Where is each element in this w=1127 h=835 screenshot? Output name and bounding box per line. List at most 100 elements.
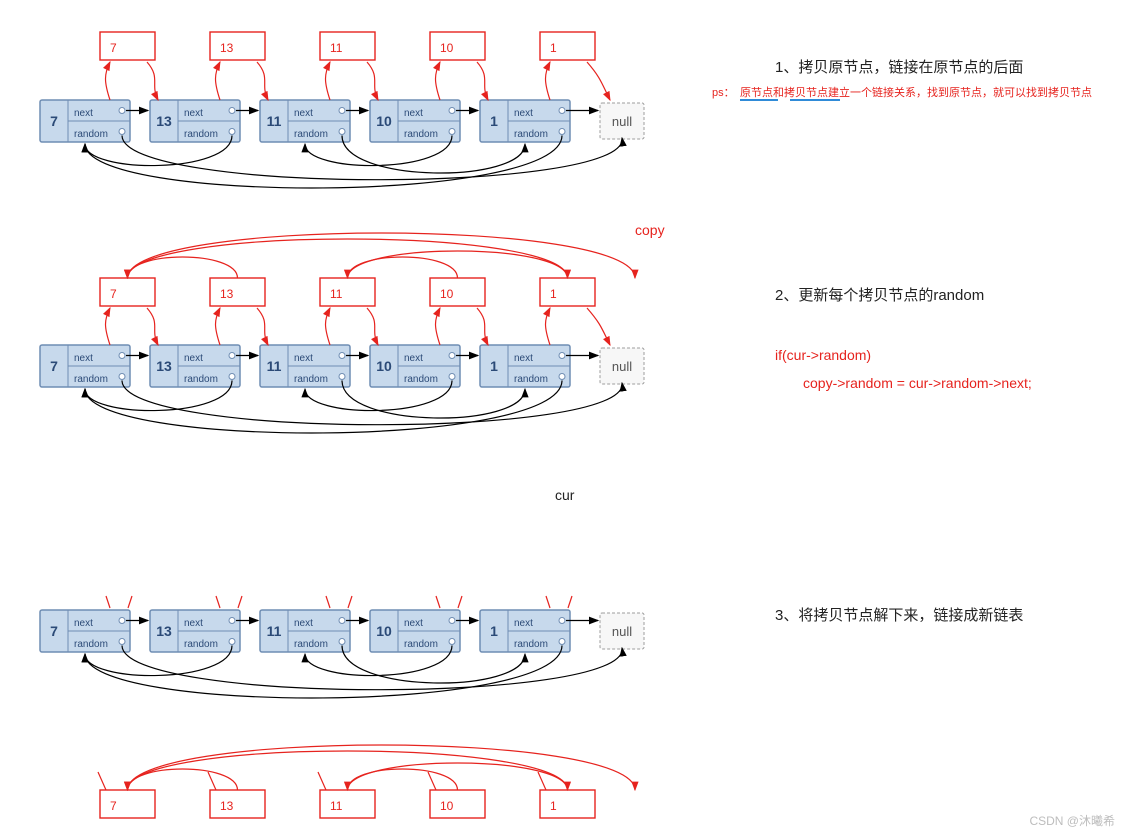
node-next-label: next <box>514 618 533 629</box>
node-random-label: random <box>514 639 548 650</box>
node-value: 1 <box>490 358 498 374</box>
null-label: null <box>612 359 632 374</box>
step1-title: 1、拷贝原节点，链接在原节点的后面 <box>775 59 1023 76</box>
step2-code-1: if(cur->random) <box>775 347 871 363</box>
node-random-label: random <box>74 639 108 650</box>
copy-node <box>320 790 375 818</box>
node-random-label: random <box>184 129 218 140</box>
node-random-label: random <box>404 639 438 650</box>
node-next-label: next <box>404 353 423 364</box>
node-value: 13 <box>156 113 172 129</box>
node-random-label: random <box>294 374 328 385</box>
node-value: 7 <box>50 358 58 374</box>
detach-tick <box>428 772 436 790</box>
copy-random-arc <box>348 769 458 790</box>
linked-list-diagram: 7 next random 13 next random 11 next random 10 nex… <box>40 345 644 433</box>
node-next-label: next <box>184 353 203 364</box>
copy-random-arc <box>348 257 458 278</box>
null-label: null <box>612 114 632 129</box>
copy-node-value: 13 <box>220 799 234 813</box>
node-value: 13 <box>156 623 172 639</box>
copy-node <box>210 32 265 60</box>
copy-node-value: 7 <box>110 287 117 301</box>
linked-list-diagram: 7 next random 13 next random 11 next random 10 nex… <box>40 610 644 698</box>
copy-random-arc <box>128 239 568 278</box>
node-next-label: next <box>74 353 93 364</box>
up-ticks <box>106 596 572 608</box>
node-next-label: next <box>514 108 533 119</box>
null-label: null <box>612 624 632 639</box>
copy-random-arc <box>348 763 568 790</box>
node-next-label: next <box>184 618 203 629</box>
node-value: 13 <box>156 358 172 374</box>
node-random-label: random <box>294 639 328 650</box>
node-next-label: next <box>404 618 423 629</box>
step3-title: 3、将拷贝节点解下来，链接成新链表 <box>775 607 1023 624</box>
node-value: 7 <box>50 623 58 639</box>
step2-code-2: copy->random = cur->random->next; <box>803 375 1032 391</box>
step2-title: 2、更新每个拷贝节点的random <box>775 287 984 304</box>
detach-tick <box>538 772 546 790</box>
node-next-label: next <box>184 108 203 119</box>
detach-tick <box>208 772 216 790</box>
node-next-label: next <box>514 353 533 364</box>
copy-node-value: 11 <box>330 41 343 55</box>
node-random-label: random <box>404 129 438 140</box>
step1-ps-prefix: ps： <box>712 87 735 99</box>
node-random-label: random <box>514 374 548 385</box>
copy-node <box>100 278 155 306</box>
node-value: 10 <box>376 113 392 129</box>
cur-label: cur <box>555 487 575 503</box>
copy-node-value: 13 <box>220 41 234 55</box>
detach-tick <box>318 772 326 790</box>
copy-node <box>430 790 485 818</box>
node-value: 10 <box>376 623 392 639</box>
copy-node-value: 10 <box>440 799 454 813</box>
copy-node-value: 11 <box>330 799 343 813</box>
node-next-label: next <box>404 108 423 119</box>
node-random-label: random <box>74 129 108 140</box>
node-value: 11 <box>267 358 282 374</box>
copy-node <box>320 278 375 306</box>
copy-node <box>430 32 485 60</box>
step1-ps: 原节点和拷贝节点建立一个链接关系，找到原节点，就可以找到拷贝节点 <box>740 85 1092 99</box>
copy-node-row: 71311101 <box>100 233 635 306</box>
copy-node-value: 10 <box>440 287 454 301</box>
node-value: 1 <box>490 623 498 639</box>
copy-node-value: 11 <box>330 287 343 301</box>
detach-tick <box>98 772 106 790</box>
copy-node-row: 7 13 11 10 1 <box>100 745 635 818</box>
copy-node-value: 7 <box>110 41 117 55</box>
copy-node-value: 1 <box>550 799 557 813</box>
node-next-label: next <box>294 618 313 629</box>
copy-node-value: 10 <box>440 41 454 55</box>
node-value: 1 <box>490 113 498 129</box>
insert-arrows <box>106 62 611 100</box>
random-arrow <box>85 381 562 433</box>
copy-node <box>540 278 595 306</box>
node-random-label: random <box>514 129 548 140</box>
node-random-label: random <box>74 374 108 385</box>
copy-node <box>540 790 595 818</box>
copy-node-value: 1 <box>550 41 557 55</box>
insert-arrows <box>106 308 611 345</box>
copy-node <box>540 32 595 60</box>
node-next-label: next <box>294 353 313 364</box>
copy-random-arc <box>348 251 568 278</box>
node-value: 10 <box>376 358 392 374</box>
copy-node <box>210 790 265 818</box>
copy-node-row: 7 13 11 10 1 <box>100 32 595 60</box>
watermark: CSDN @沐曦希 <box>1029 812 1115 829</box>
copy-node <box>320 32 375 60</box>
copy-node-value: 13 <box>220 287 234 301</box>
node-random-label: random <box>184 374 218 385</box>
node-value: 11 <box>267 113 282 129</box>
node-next-label: next <box>74 108 93 119</box>
copy-node-value: 7 <box>110 799 117 813</box>
node-value: 11 <box>267 623 282 639</box>
node-next-label: next <box>294 108 313 119</box>
linked-list-diagram: 7 next random 13 next random 11 next random 10 nex… <box>40 100 644 188</box>
node-value: 7 <box>50 113 58 129</box>
random-arrow <box>85 646 562 698</box>
node-random-label: random <box>294 129 328 140</box>
